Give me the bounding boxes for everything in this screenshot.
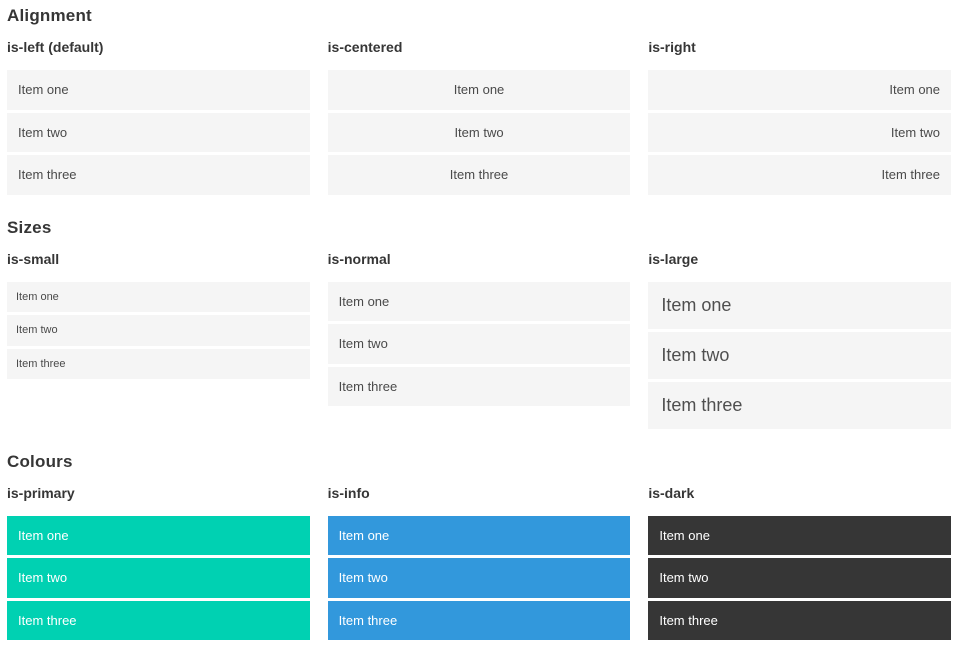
list-item: Item three xyxy=(648,381,952,429)
column-is-left: is-left (default) Item one Item two Item t… xyxy=(7,26,310,195)
list-item: Item two xyxy=(7,112,310,152)
column-is-info: is-info Item one Item two Item three xyxy=(327,472,631,640)
column-is-normal: is-normal Item one Item two Item three xyxy=(327,238,631,406)
section-alignment: Alignment is-left (default) Item one Item… xyxy=(7,5,952,195)
item-list-info: Item one Item two Item three xyxy=(327,515,631,640)
column-is-dark: is-dark Item one Item two Item three xyxy=(648,472,952,640)
item-list-centered: Item one Item two Item three xyxy=(327,70,631,195)
column-title: is-primary xyxy=(7,484,75,501)
list-item: Item three xyxy=(327,155,631,195)
list-item: Item one xyxy=(648,515,952,555)
list-item: Item two xyxy=(648,558,952,598)
list-item: Item one xyxy=(648,281,952,329)
list-item: Item one xyxy=(7,281,310,312)
column-title: is-large xyxy=(648,250,699,267)
item-list-small: Item one Item two Item three xyxy=(7,281,310,379)
list-item: Item two xyxy=(327,558,631,598)
section-sizes: Sizes is-small Item one Item two Item thre… xyxy=(7,217,952,429)
list-item: Item one xyxy=(7,515,310,555)
list-item: Item two xyxy=(327,112,631,152)
column-title: is-left (default) xyxy=(7,39,104,55)
section-title: Alignment xyxy=(7,6,92,25)
list-item: Item one xyxy=(327,281,631,321)
list-item: Item three xyxy=(648,600,952,640)
list-item: Item three xyxy=(327,600,631,640)
column-title: is-info xyxy=(327,484,370,501)
section-colours: Colours is-primary Item one Item two Item … xyxy=(7,451,952,640)
list-item: Item two xyxy=(7,315,310,346)
list-item: Item three xyxy=(327,366,631,406)
list-item: Item one xyxy=(327,70,631,110)
column-is-small: is-small Item one Item two Item three xyxy=(7,238,310,379)
column-is-centered: is-centered Item one Item two Item three xyxy=(327,26,631,195)
list-item: Item two xyxy=(648,331,952,379)
item-list-primary: Item one Item two Item three xyxy=(7,515,310,640)
column-title: is-normal xyxy=(327,250,391,267)
section-title: Colours xyxy=(7,451,73,471)
list-item: Item three xyxy=(7,600,310,640)
alignment-columns: is-left (default) Item one Item two Item t… xyxy=(7,26,952,195)
list-item: Item one xyxy=(327,515,631,555)
column-is-right: is-right Item one Item two Item three xyxy=(648,26,952,195)
item-list-large: Item one Item two Item three xyxy=(648,281,952,429)
column-is-primary: is-primary Item one Item two Item three xyxy=(7,472,310,640)
list-item: Item two xyxy=(327,324,631,364)
column-title: is-right xyxy=(648,39,696,55)
column-title: is-small xyxy=(7,250,60,267)
sizes-columns: is-small Item one Item two Item three is-n… xyxy=(7,238,952,429)
list-item: Item three xyxy=(648,155,952,195)
column-title: is-dark xyxy=(648,484,695,501)
item-list-dark: Item one Item two Item three xyxy=(648,515,952,640)
list-item: Item two xyxy=(7,558,310,598)
column-title: is-centered xyxy=(327,39,403,55)
list-item: Item one xyxy=(7,70,310,110)
item-list-left: Item one Item two Item three xyxy=(7,70,310,195)
list-item: Item one xyxy=(648,70,952,110)
section-title: Sizes xyxy=(7,217,52,237)
list-item: Item three xyxy=(7,348,310,379)
column-is-large: is-large Item one Item two Item three xyxy=(648,238,952,429)
item-list-right: Item one Item two Item three xyxy=(648,70,952,195)
item-list-normal: Item one Item two Item three xyxy=(327,281,631,406)
colours-columns: is-primary Item one Item two Item three is… xyxy=(7,472,952,640)
list-item: Item two xyxy=(648,112,952,152)
list-item: Item three xyxy=(7,155,310,195)
